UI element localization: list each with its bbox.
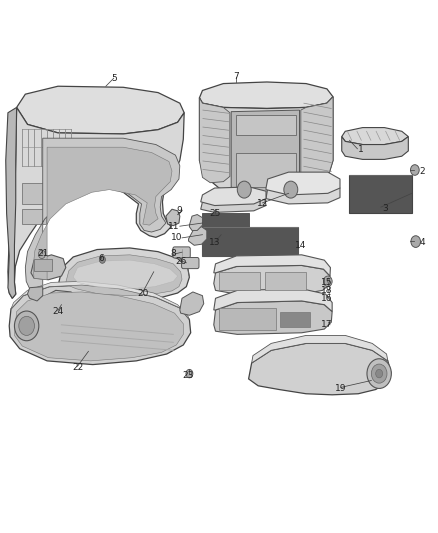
Polygon shape	[231, 110, 300, 195]
Circle shape	[14, 311, 39, 341]
Polygon shape	[11, 281, 189, 319]
Text: 19: 19	[335, 384, 346, 393]
Polygon shape	[28, 287, 43, 301]
FancyBboxPatch shape	[173, 247, 190, 258]
Text: 1: 1	[358, 146, 364, 155]
Circle shape	[376, 369, 383, 378]
Text: 24: 24	[53, 307, 64, 316]
Circle shape	[367, 359, 391, 389]
Polygon shape	[33, 147, 172, 280]
Text: 3: 3	[382, 204, 388, 213]
Polygon shape	[59, 248, 189, 301]
Text: 2: 2	[419, 166, 425, 175]
Polygon shape	[44, 290, 78, 312]
Bar	[265, 272, 306, 290]
Bar	[22, 183, 53, 204]
Text: 23: 23	[183, 370, 194, 379]
Polygon shape	[6, 108, 17, 298]
Circle shape	[186, 369, 193, 378]
Text: 16: 16	[321, 294, 332, 303]
Polygon shape	[25, 138, 180, 289]
Bar	[22, 209, 46, 224]
Polygon shape	[342, 136, 408, 159]
Polygon shape	[14, 292, 184, 361]
Circle shape	[39, 250, 46, 259]
Text: 5: 5	[112, 74, 117, 83]
Circle shape	[410, 165, 419, 175]
Polygon shape	[9, 285, 191, 365]
Text: 21: 21	[37, 249, 49, 258]
Polygon shape	[249, 343, 391, 395]
Polygon shape	[214, 265, 330, 294]
Polygon shape	[66, 255, 182, 296]
Bar	[202, 227, 298, 256]
Text: 26: 26	[175, 257, 186, 265]
Polygon shape	[252, 335, 388, 363]
Text: 11: 11	[168, 222, 180, 231]
Polygon shape	[73, 260, 178, 289]
Text: 20: 20	[137, 288, 148, 297]
Circle shape	[284, 181, 298, 198]
Text: 15: 15	[321, 278, 332, 287]
Text: 25: 25	[209, 209, 220, 218]
Bar	[236, 152, 296, 187]
Polygon shape	[201, 195, 266, 213]
Polygon shape	[266, 183, 340, 204]
Polygon shape	[199, 98, 230, 183]
Polygon shape	[214, 289, 332, 312]
Polygon shape	[301, 97, 333, 192]
Polygon shape	[188, 227, 207, 245]
Circle shape	[371, 364, 387, 383]
Polygon shape	[31, 255, 66, 280]
Circle shape	[237, 181, 251, 198]
Text: 12: 12	[257, 199, 268, 208]
Text: 8: 8	[170, 249, 176, 258]
Bar	[219, 308, 276, 330]
Bar	[201, 214, 250, 241]
Circle shape	[323, 276, 332, 287]
Text: 17: 17	[321, 320, 332, 329]
Polygon shape	[266, 172, 340, 195]
Text: 13: 13	[209, 238, 220, 247]
Bar	[280, 312, 310, 327]
Circle shape	[411, 236, 420, 247]
Polygon shape	[17, 86, 184, 134]
Text: 22: 22	[72, 363, 83, 372]
Text: 4: 4	[419, 238, 425, 247]
Polygon shape	[199, 97, 333, 198]
Polygon shape	[342, 127, 408, 144]
Polygon shape	[199, 82, 333, 109]
Text: 14: 14	[295, 241, 306, 250]
Polygon shape	[214, 301, 332, 334]
Bar	[34, 259, 52, 271]
Polygon shape	[201, 187, 266, 206]
Text: 18: 18	[321, 286, 332, 295]
Circle shape	[99, 256, 106, 263]
Text: 10: 10	[170, 233, 182, 242]
Circle shape	[19, 317, 35, 335]
Bar	[236, 115, 296, 135]
Polygon shape	[8, 108, 184, 298]
FancyBboxPatch shape	[182, 257, 199, 269]
Text: 6: 6	[99, 254, 104, 263]
Polygon shape	[180, 292, 204, 316]
Polygon shape	[214, 255, 330, 276]
Bar	[349, 175, 412, 214]
Text: 7: 7	[233, 72, 239, 81]
Polygon shape	[166, 209, 180, 225]
Text: 9: 9	[176, 206, 182, 215]
Polygon shape	[189, 215, 202, 230]
Bar	[219, 272, 260, 290]
